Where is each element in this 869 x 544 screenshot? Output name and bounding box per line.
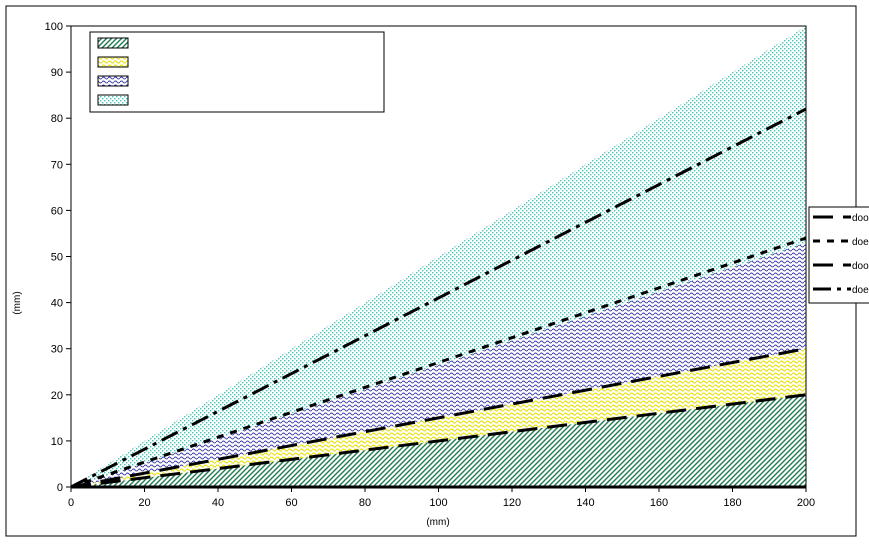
series-line-1	[70, 393, 807, 489]
y-tick-label: 50	[51, 252, 63, 264]
x-tick-label: 180	[723, 497, 741, 509]
x-tick-label: 40	[212, 497, 224, 509]
series-line-2	[70, 236, 807, 489]
x-tick-label: 140	[576, 497, 594, 509]
x-axis-title: (mm)	[426, 517, 449, 528]
x-tick-label: 160	[650, 497, 668, 509]
line-legend-box	[808, 206, 869, 304]
y-tick-label: 0	[57, 482, 63, 494]
x-axis: 0 20 40 60 80 100 120 140 160 180 200	[68, 487, 815, 509]
series-line-3	[70, 347, 807, 489]
y-tick-label: 90	[51, 67, 63, 79]
area-legend-box	[89, 31, 385, 113]
x-tick-label: 60	[285, 497, 297, 509]
line-legend-label-3: doo	[852, 261, 869, 272]
x-tick-label: 0	[68, 497, 74, 509]
y-axis-title: (mm)	[12, 291, 23, 314]
x-tick-label: 200	[797, 497, 815, 509]
line-legend-label-1: doo	[852, 213, 869, 224]
y-axis: 0 10 20 30 40 50 60 70 80 90 100	[45, 21, 71, 494]
line-legend: doo doe doo doe	[808, 206, 869, 304]
line-legend-label-4: doe	[852, 285, 869, 296]
area-band-3	[71, 242, 806, 487]
x-tick-label: 100	[429, 497, 447, 509]
y-tick-label: 20	[51, 390, 63, 402]
area-legend-swatch-3	[97, 75, 129, 87]
y-tick-label: 10	[51, 436, 63, 448]
x-tick-label: 20	[138, 497, 150, 509]
y-tick-label: 80	[51, 113, 63, 125]
y-tick-label: 40	[51, 298, 63, 310]
y-tick-label: 70	[51, 159, 63, 171]
area-legend-swatch-1	[97, 37, 129, 49]
y-tick-label: 30	[51, 344, 63, 356]
area-band-4	[71, 26, 806, 487]
line-legend-label-2: doe	[852, 237, 869, 248]
y-tick-label: 60	[51, 205, 63, 217]
area-legend-swatch-4	[97, 94, 129, 106]
series-line-4	[70, 107, 807, 489]
x-tick-label: 120	[503, 497, 521, 509]
area-legend-swatch-2	[97, 56, 129, 68]
x-tick-label: 80	[359, 497, 371, 509]
y-tick-label: 100	[45, 21, 63, 33]
area-legend	[89, 31, 385, 113]
